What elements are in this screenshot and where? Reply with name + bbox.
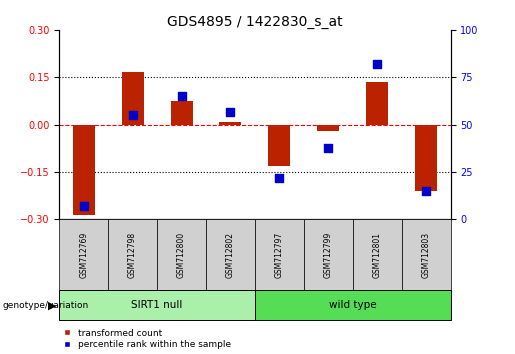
- Point: [129, 113, 137, 118]
- Text: ▶: ▶: [48, 300, 57, 310]
- Text: GSM712800: GSM712800: [177, 232, 186, 278]
- Bar: [317, 125, 339, 131]
- Point: [324, 145, 333, 150]
- Title: GDS4895 / 1422830_s_at: GDS4895 / 1422830_s_at: [167, 15, 343, 29]
- Text: GSM712802: GSM712802: [226, 232, 235, 278]
- Text: SIRT1 null: SIRT1 null: [131, 300, 183, 310]
- Text: wild type: wild type: [329, 300, 376, 310]
- Legend: transformed count, percentile rank within the sample: transformed count, percentile rank withi…: [64, 329, 231, 349]
- Bar: [170, 101, 193, 125]
- Point: [275, 175, 283, 181]
- Text: GSM712798: GSM712798: [128, 232, 137, 278]
- Bar: [366, 82, 388, 125]
- Bar: [73, 125, 95, 215]
- Text: genotype/variation: genotype/variation: [3, 301, 89, 310]
- Text: GSM712801: GSM712801: [373, 232, 382, 278]
- Point: [373, 61, 381, 67]
- Point: [422, 188, 430, 194]
- Point: [226, 109, 234, 114]
- Text: GSM712769: GSM712769: [79, 232, 88, 278]
- Text: GSM712799: GSM712799: [324, 232, 333, 278]
- Text: GSM712803: GSM712803: [422, 232, 431, 278]
- Point: [79, 204, 88, 209]
- Bar: [219, 122, 242, 125]
- Text: GSM712797: GSM712797: [275, 232, 284, 278]
- Bar: [122, 72, 144, 125]
- Bar: [415, 125, 437, 191]
- Bar: [268, 125, 290, 166]
- Point: [177, 93, 185, 99]
